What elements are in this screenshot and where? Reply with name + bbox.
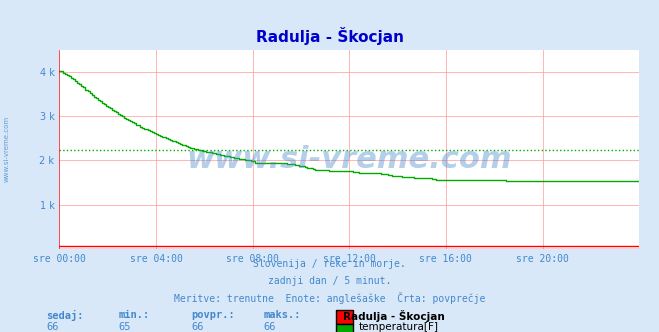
Text: Radulja - Škocjan: Radulja - Škocjan: [343, 310, 444, 322]
Text: www.si-vreme.com: www.si-vreme.com: [186, 145, 512, 174]
Text: 66: 66: [46, 322, 59, 332]
Text: Slovenija / reke in morje.: Slovenija / reke in morje.: [253, 259, 406, 269]
Text: 65: 65: [119, 322, 131, 332]
Text: 66: 66: [264, 322, 276, 332]
Text: min.:: min.:: [119, 310, 150, 320]
Text: sedaj:: sedaj:: [46, 310, 84, 321]
Text: www.si-vreme.com: www.si-vreme.com: [3, 116, 10, 183]
Text: maks.:: maks.:: [264, 310, 301, 320]
Text: 66: 66: [191, 322, 204, 332]
Text: povpr.:: povpr.:: [191, 310, 235, 320]
Text: Meritve: trenutne  Enote: anglešaške  Črta: povprečje: Meritve: trenutne Enote: anglešaške Črta…: [174, 292, 485, 304]
Text: Radulja - Škocjan: Radulja - Škocjan: [256, 27, 403, 44]
Text: zadnji dan / 5 minut.: zadnji dan / 5 minut.: [268, 276, 391, 286]
Text: temperatura[F]: temperatura[F]: [359, 322, 439, 332]
